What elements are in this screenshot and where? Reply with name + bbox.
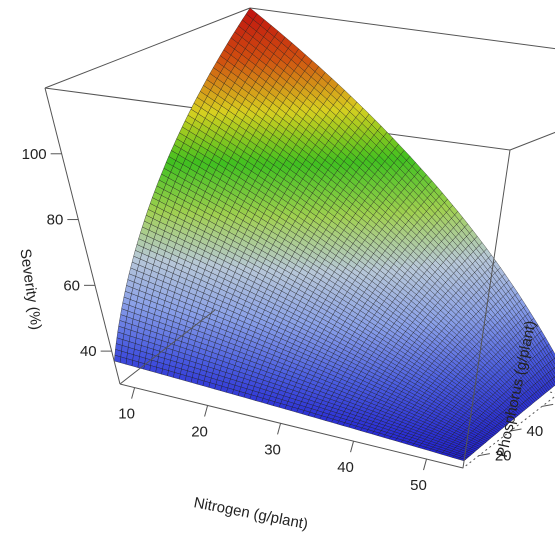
- z-axis-title: Severity (%): [16, 248, 44, 331]
- x-tick-label: 10: [118, 406, 135, 423]
- x-tick: [278, 423, 281, 434]
- box-edge: [45, 88, 120, 384]
- x-tick: [205, 405, 208, 416]
- x-tick: [351, 441, 354, 452]
- x-tick: [424, 459, 427, 470]
- z-tick-label: 80: [47, 212, 64, 229]
- box-edge: [510, 70, 555, 150]
- x-axis-title: Nitrogen (g/plant): [192, 494, 309, 533]
- x-tick-label: 40: [337, 459, 354, 476]
- y-tick: [479, 454, 490, 456]
- y-tick: [542, 404, 553, 406]
- z-tick-label: 40: [80, 343, 97, 360]
- x-tick-label: 20: [191, 423, 208, 440]
- x-tick-label: 50: [410, 477, 427, 494]
- x-tick: [132, 388, 135, 399]
- y-tick-label: 40: [527, 423, 544, 440]
- z-tick-label: 60: [63, 277, 80, 294]
- surface-mesh: [114, 8, 555, 461]
- x-tick-label: 30: [264, 441, 281, 458]
- z-tick-label: 100: [22, 146, 47, 163]
